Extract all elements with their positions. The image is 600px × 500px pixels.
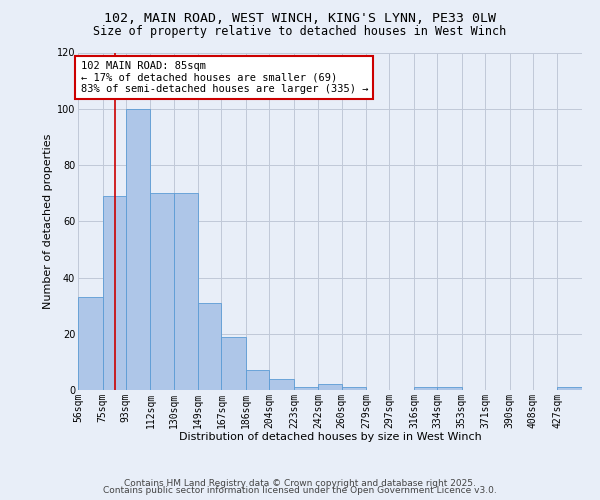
Bar: [78, 297, 103, 390]
X-axis label: Distribution of detached houses by size in West Winch: Distribution of detached houses by size …: [179, 432, 481, 442]
Bar: [557, 387, 582, 390]
Bar: [246, 370, 269, 390]
Bar: [269, 379, 294, 390]
Bar: [414, 387, 437, 390]
Text: Size of property relative to detached houses in West Winch: Size of property relative to detached ho…: [94, 25, 506, 38]
Text: Contains public sector information licensed under the Open Government Licence v3: Contains public sector information licen…: [103, 486, 497, 495]
Bar: [221, 336, 246, 390]
Bar: [198, 303, 221, 390]
Bar: [173, 193, 198, 390]
Bar: [294, 387, 319, 390]
Bar: [126, 109, 151, 390]
Text: Contains HM Land Registry data © Crown copyright and database right 2025.: Contains HM Land Registry data © Crown c…: [124, 478, 476, 488]
Text: 102, MAIN ROAD, WEST WINCH, KING'S LYNN, PE33 0LW: 102, MAIN ROAD, WEST WINCH, KING'S LYNN,…: [104, 12, 496, 26]
Y-axis label: Number of detached properties: Number of detached properties: [43, 134, 53, 309]
Bar: [151, 193, 173, 390]
Bar: [103, 196, 126, 390]
Text: 102 MAIN ROAD: 85sqm
← 17% of detached houses are smaller (69)
83% of semi-detac: 102 MAIN ROAD: 85sqm ← 17% of detached h…: [80, 61, 368, 94]
Bar: [437, 387, 462, 390]
Bar: [319, 384, 341, 390]
Bar: [341, 387, 366, 390]
